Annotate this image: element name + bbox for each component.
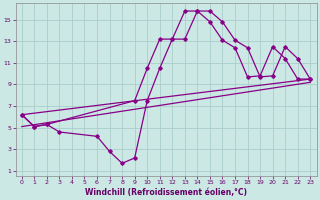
X-axis label: Windchill (Refroidissement éolien,°C): Windchill (Refroidissement éolien,°C) bbox=[85, 188, 247, 197]
